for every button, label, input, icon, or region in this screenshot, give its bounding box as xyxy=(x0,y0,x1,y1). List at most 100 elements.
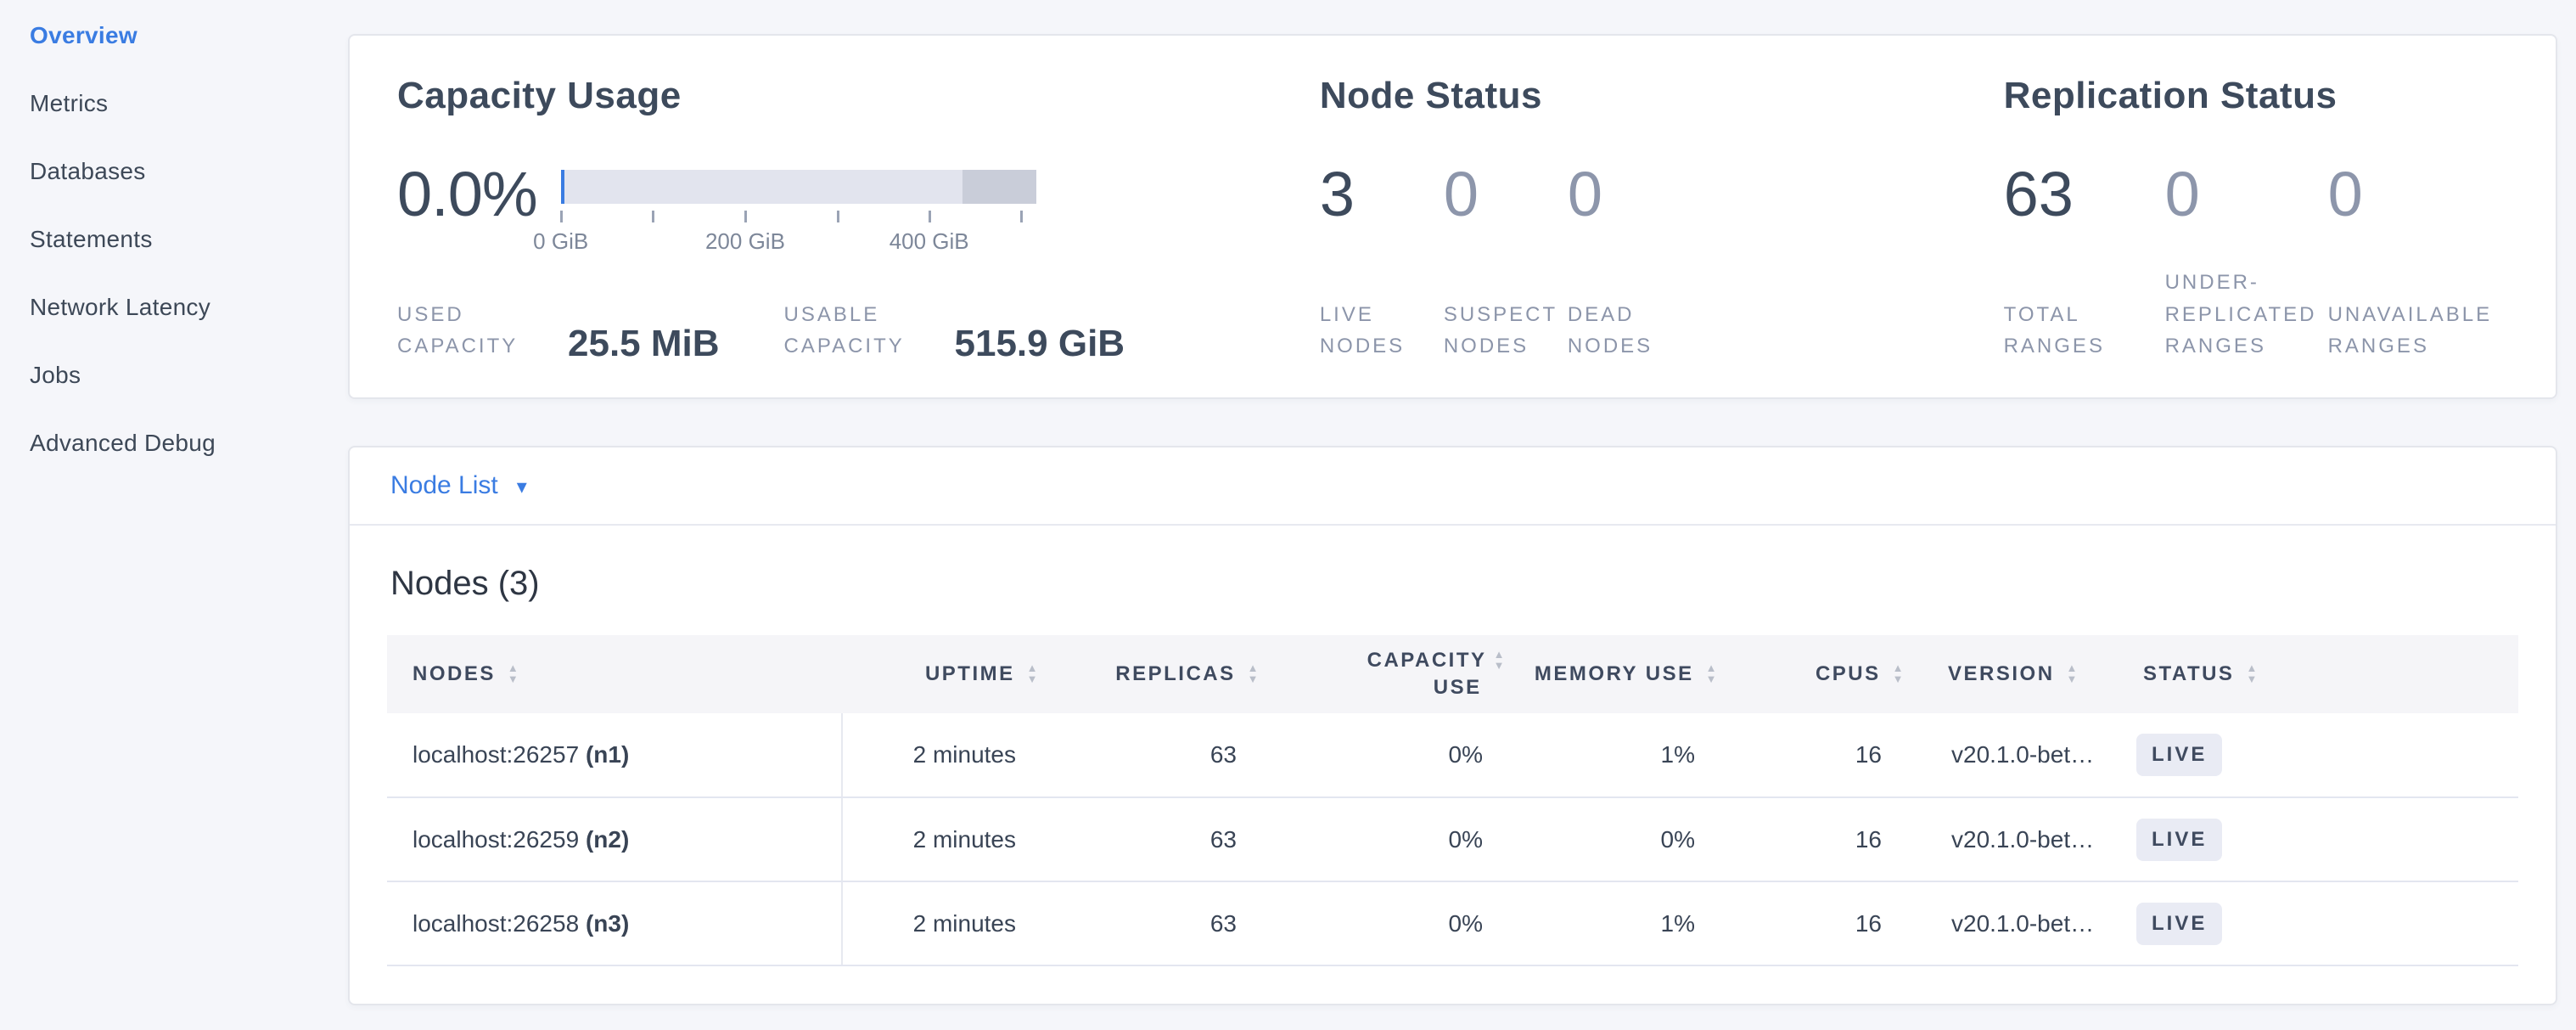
live-nodes-label: LIVE NODES xyxy=(1319,302,1406,357)
dead-nodes-label: DEAD NODES xyxy=(1567,302,1653,357)
unavailable-ranges-count: 0 xyxy=(2327,159,2363,230)
sidebar-item-statements[interactable]: Statements xyxy=(30,226,153,252)
memory-use-cell: 0% xyxy=(1524,797,1736,882)
usable-capacity-stat: USABLE CAPACITY 515.9 GiB xyxy=(783,299,1125,365)
uptime-cell: 2 minutes xyxy=(842,881,1057,966)
column-header-memory-use[interactable]: MEMORY USE ▲ ▼ xyxy=(1524,635,1736,713)
axis-tick xyxy=(1020,211,1024,223)
status-badge: LIVE xyxy=(2136,818,2223,861)
column-header-cpus[interactable]: CPUS ▲ ▼ xyxy=(1736,635,1922,713)
capacity-used-percent: 0.0% xyxy=(397,159,538,230)
live-nodes-stat: 3 LIVE NODES xyxy=(1320,163,1444,362)
capacity-bar-overcommit-segment xyxy=(962,170,1036,205)
cpus-cell: 16 xyxy=(1736,713,1922,798)
axis-tick xyxy=(836,211,839,223)
node-id: (n1) xyxy=(585,741,630,768)
replication-status-title: Replication Status xyxy=(2003,75,2337,116)
total-ranges-count: 63 xyxy=(2003,159,2074,230)
used-capacity-value: 25.5 MiB xyxy=(568,323,720,365)
node-id: (n2) xyxy=(585,825,630,853)
memory-use-cell: 1% xyxy=(1524,713,1736,798)
axis-tick xyxy=(559,211,563,223)
capacity-use-cell: 0% xyxy=(1277,881,1524,966)
axis-tick-label: 200 GiB xyxy=(704,228,785,255)
live-nodes-count: 3 xyxy=(1319,159,1355,230)
table-row-node-3[interactable]: localhost:26258 (n3) 2 minutes 63 0% 1% … xyxy=(387,881,2518,966)
nodes-heading: Nodes (3) xyxy=(390,565,540,602)
axis-tick xyxy=(744,211,747,223)
nodes-table: NODES ▲ ▼ UPTIME ▲ ▼ REPLICAS ▲ ▼ C xyxy=(387,635,2518,966)
column-header-capacity-use[interactable]: CAPACITY USE ▲ ▼ xyxy=(1277,635,1524,713)
capacity-bar xyxy=(560,170,1036,205)
column-header-replicas[interactable]: REPLICAS ▲ ▼ xyxy=(1057,635,1277,713)
version-cell: v20.1.0-bet… xyxy=(1922,713,2118,798)
status-badge: LIVE xyxy=(2136,902,2223,945)
sort-icon: ▲ ▼ xyxy=(2246,661,2259,686)
sidebar: Overview Metrics Databases Statements Ne… xyxy=(0,0,348,1030)
dead-nodes-stat: 0 DEAD NODES xyxy=(1568,163,1678,362)
status-badge: LIVE xyxy=(2136,734,2223,776)
axis-tick xyxy=(652,211,655,223)
cpus-cell: 16 xyxy=(1736,881,1922,966)
usable-capacity-label: USABLE CAPACITY xyxy=(783,302,905,357)
unavailable-ranges-label: UNAVAILABLE RANGES xyxy=(2327,302,2493,357)
replicas-cell: 63 xyxy=(1057,881,1277,966)
sidebar-item-jobs[interactable]: Jobs xyxy=(30,362,81,388)
memory-use-cell: 1% xyxy=(1524,881,1736,966)
main-content: Capacity Usage 0.0% xyxy=(348,34,2557,1005)
sidebar-item-advanced-debug[interactable]: Advanced Debug xyxy=(30,430,216,456)
node-list-dropdown-label: Node List xyxy=(390,471,498,499)
under-replicated-ranges-count: 0 xyxy=(2164,159,2200,230)
sort-icon: ▲ ▼ xyxy=(1493,647,1507,672)
sort-icon: ▲ ▼ xyxy=(1247,661,1260,686)
replicas-cell: 63 xyxy=(1057,797,1277,882)
usable-capacity-value: 515.9 GiB xyxy=(954,323,1125,365)
axis-tick-label: 0 GiB xyxy=(533,228,589,255)
uptime-cell: 2 minutes xyxy=(842,713,1057,798)
node-status-title: Node Status xyxy=(1319,75,1543,116)
total-ranges-label: TOTAL RANGES xyxy=(2003,302,2105,357)
column-header-uptime[interactable]: UPTIME ▲ ▼ xyxy=(842,635,1057,713)
node-list-dropdown[interactable]: Node List ▾ xyxy=(390,471,527,500)
sort-icon: ▲ ▼ xyxy=(1026,661,1040,686)
cluster-summary-card: Capacity Usage 0.0% xyxy=(348,34,2557,399)
table-row-node-1[interactable]: localhost:26257 (n1) 2 minutes 63 0% 1% … xyxy=(387,713,2518,798)
suspect-nodes-label: SUSPECT NODES xyxy=(1443,302,1557,357)
replication-status-section: Replication Status 63 TOTAL RANGES 0 UND… xyxy=(2004,76,2508,362)
suspect-nodes-stat: 0 SUSPECT NODES xyxy=(1444,163,1568,362)
version-cell: v20.1.0-bet… xyxy=(1922,881,2118,966)
sidebar-item-overview[interactable]: Overview xyxy=(30,22,137,48)
used-capacity-label: USED CAPACITY xyxy=(397,302,519,357)
capacity-use-cell: 0% xyxy=(1277,713,1524,798)
table-row-node-2[interactable]: localhost:26259 (n2) 2 minutes 63 0% 0% … xyxy=(387,797,2518,882)
axis-tick-label: 400 GiB xyxy=(889,228,969,255)
column-header-status[interactable]: STATUS ▲ ▼ xyxy=(2118,635,2518,713)
chevron-down-icon: ▾ xyxy=(516,476,527,498)
capacity-bar-used-segment xyxy=(560,170,564,205)
node-id: (n3) xyxy=(585,909,630,937)
axis-tick xyxy=(928,211,931,223)
node-list-card: Node List ▾ Nodes (3) NODES ▲ ▼ xyxy=(348,446,2557,1005)
total-ranges-stat: 63 TOTAL RANGES xyxy=(2004,163,2165,362)
cpus-cell: 16 xyxy=(1736,797,1922,882)
used-capacity-stat: USED CAPACITY 25.5 MiB xyxy=(397,299,720,365)
sidebar-item-databases[interactable]: Databases xyxy=(30,158,146,184)
capacity-axis-ticks xyxy=(559,211,1036,223)
sort-icon: ▲ ▼ xyxy=(1705,661,1719,686)
capacity-bar-chart: 0 GiB 200 GiB 400 GiB xyxy=(533,163,1036,255)
sort-icon: ▲ ▼ xyxy=(507,661,521,686)
under-replicated-ranges-stat: 0 UNDER-REPLICATED RANGES xyxy=(2165,163,2328,362)
dead-nodes-count: 0 xyxy=(1567,159,1602,230)
column-header-nodes[interactable]: NODES ▲ ▼ xyxy=(387,635,842,713)
sidebar-item-metrics[interactable]: Metrics xyxy=(30,90,109,116)
node-status-section: Node Status 3 LIVE NODES 0 SUSPECT NODES… xyxy=(1320,76,2004,362)
column-header-version[interactable]: VERSION ▲ ▼ xyxy=(1922,635,2118,713)
node-address: localhost:26259 xyxy=(412,825,580,853)
sidebar-item-network-latency[interactable]: Network Latency xyxy=(30,294,211,320)
uptime-cell: 2 minutes xyxy=(842,797,1057,882)
capacity-usage-section: Capacity Usage 0.0% xyxy=(397,76,1320,362)
capacity-usage-title: Capacity Usage xyxy=(397,75,682,116)
capacity-use-cell: 0% xyxy=(1277,797,1524,882)
replicas-cell: 63 xyxy=(1057,713,1277,798)
node-address: localhost:26258 xyxy=(412,909,580,937)
